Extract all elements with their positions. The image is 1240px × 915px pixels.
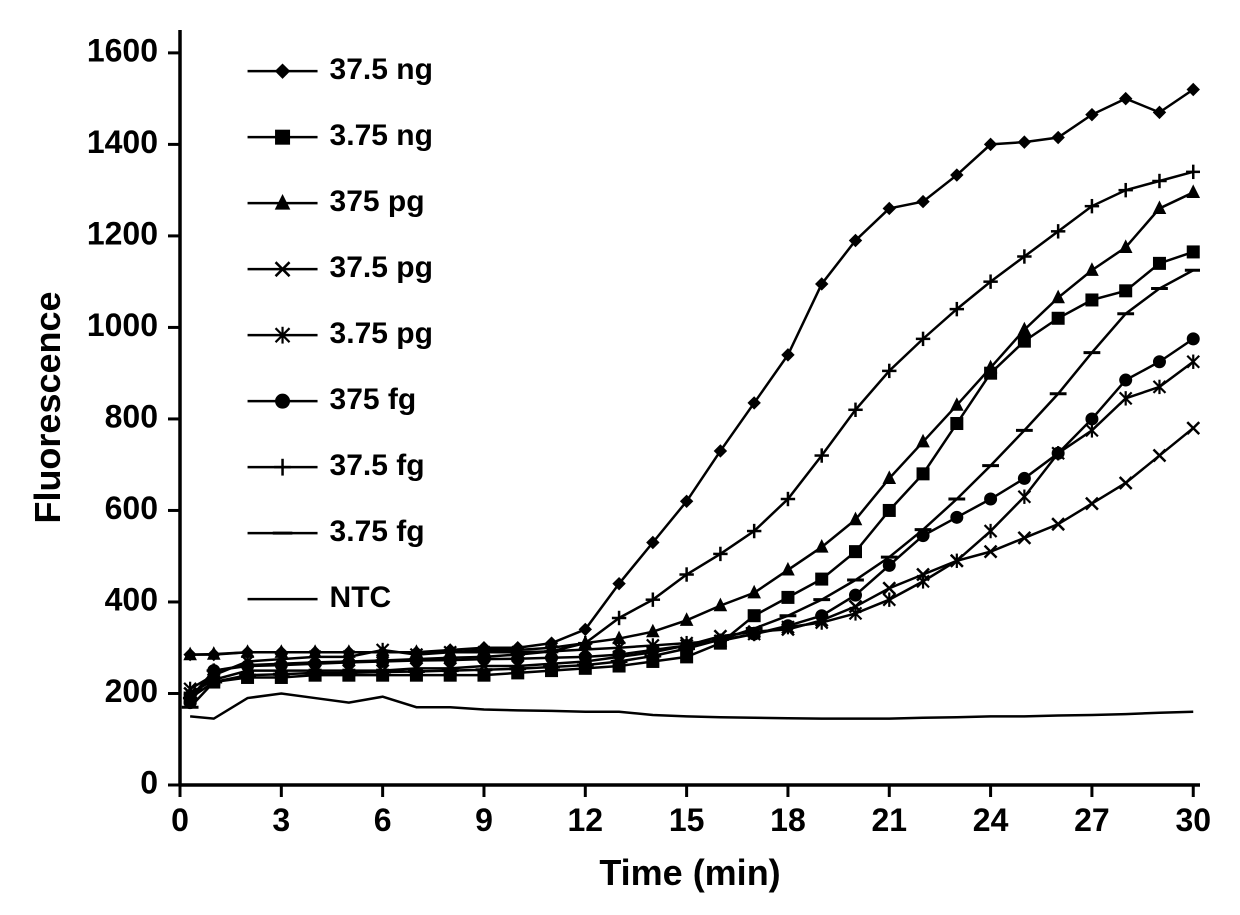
- y-tick-label: 1200: [87, 215, 158, 251]
- x-axis-label: Time (min): [599, 852, 780, 893]
- x-tick-label: 30: [1175, 802, 1211, 838]
- y-axis-label: Fluorescence: [27, 291, 68, 523]
- x-tick-label: 9: [475, 802, 493, 838]
- y-tick-label: 1000: [87, 307, 158, 343]
- x-tick-label: 3: [272, 802, 290, 838]
- x-tick-label: 21: [871, 802, 907, 838]
- x-tick-label: 15: [669, 802, 705, 838]
- y-tick-label: 400: [105, 581, 158, 617]
- y-tick-label: 800: [105, 398, 158, 434]
- x-tick-label: 0: [171, 802, 189, 838]
- x-tick-label: 24: [973, 802, 1009, 838]
- legend-label: 375 fg: [330, 383, 417, 416]
- legend-label: 375 pg: [330, 185, 425, 218]
- legend-label: 3.75 fg: [330, 515, 425, 548]
- legend-label: 37.5 ng: [330, 53, 433, 86]
- legend-label: 3.75 pg: [330, 317, 433, 350]
- chart-container: 0 200 400 600 800 1000 1200 1400 1600 0 3 6 9 12 15 18 2…: [0, 0, 1240, 915]
- x-tick-label: 27: [1074, 802, 1110, 838]
- x-tick-label: 18: [770, 802, 806, 838]
- y-tick-label: 200: [105, 673, 158, 709]
- y-tick-label: 1400: [87, 124, 158, 160]
- y-tick-label: 1600: [87, 32, 158, 68]
- legend-label: NTC: [330, 581, 392, 614]
- x-tick-label: 6: [374, 802, 392, 838]
- legend-label: 37.5 fg: [330, 449, 425, 482]
- y-tick-label: 0: [140, 764, 158, 800]
- legend-label: 37.5 pg: [330, 251, 433, 284]
- y-tick-label: 600: [105, 490, 158, 526]
- legend-label: 3.75 ng: [330, 119, 433, 152]
- chart-svg: 0 200 400 600 800 1000 1200 1400 1600 0 3 6 9 12 15 18 2…: [0, 0, 1240, 915]
- x-tick-label: 12: [568, 802, 604, 838]
